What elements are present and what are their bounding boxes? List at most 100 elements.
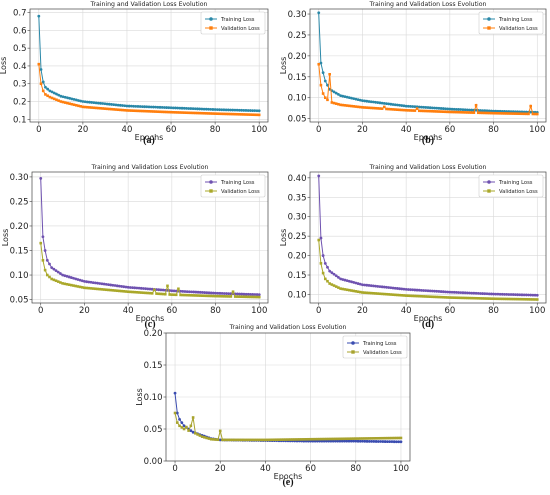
chart-d-series-1-point-27 xyxy=(376,292,380,295)
chart-d-series-0-point-31 xyxy=(385,285,388,289)
chart-d-series-0-point-0 xyxy=(317,174,321,178)
chart-a-series-0-point-49 xyxy=(145,105,149,109)
chart-e-series-1-point-97 xyxy=(392,436,396,440)
chart-b-series-1-point-53 xyxy=(433,110,436,113)
chart-e-series-1-point-60 xyxy=(309,437,312,441)
chart-d-series-1-point-79 xyxy=(490,297,493,300)
chart-a-series-1-point-72 xyxy=(196,111,199,115)
chart-b-series-1-point-57 xyxy=(441,110,445,114)
chart-b-series-0-point-9 xyxy=(337,92,340,96)
chart-c-series-1-point-23 xyxy=(89,287,93,290)
chart-a-series-1-point-61 xyxy=(171,110,175,114)
chart-e-series-1-point-89 xyxy=(374,437,378,440)
chart-b-series-1-point-74 xyxy=(479,111,482,115)
chart-b-series-0-point-16 xyxy=(352,97,356,101)
chart-e-series-1-point-55 xyxy=(297,438,301,441)
chart-c-xtick-label-0: 0 xyxy=(38,306,43,316)
chart-d-series-1-point-89 xyxy=(511,297,515,301)
chart-a-series-1-point-28 xyxy=(99,106,102,110)
chart-c-series-1-point-92 xyxy=(240,295,244,299)
chart-d-series-1-point-41 xyxy=(407,294,410,298)
chart-d-frame xyxy=(309,171,547,304)
chart-b-series-0-point-0 xyxy=(317,11,321,15)
chart-a-series-0-point-60 xyxy=(169,106,173,110)
chart-c-series-0-point-41 xyxy=(128,286,132,289)
chart-d-series-1-point-37 xyxy=(398,293,401,297)
chart-a-series-1-point-27 xyxy=(97,106,100,110)
chart-b-series-1-point-48 xyxy=(422,109,425,113)
chart-c-series-0-point-67 xyxy=(185,290,189,293)
chart-b-series-1-point-79 xyxy=(490,111,493,115)
chart-e-series-1-point-29 xyxy=(239,438,242,442)
chart-d-series-0-point-10 xyxy=(339,277,342,281)
chart-d-series-0-point-56 xyxy=(439,290,443,293)
chart-c-legend-label-0: Training Loss xyxy=(220,180,255,186)
chart-c-series-0-point-51 xyxy=(150,287,154,291)
chart-d-series-0-point-77 xyxy=(485,292,489,296)
chart-d-xtick-label-4: 80 xyxy=(488,306,499,316)
chart-a-caption: (a) xyxy=(143,135,155,146)
chart-b-series-1-point-22 xyxy=(365,106,369,109)
chart-a-series-1-point-63 xyxy=(176,111,179,114)
chart-d-ytick-label-2: 0.20 xyxy=(288,252,307,262)
chart-c-series-1-point-33 xyxy=(111,289,115,292)
chart-c-series-1-point-43 xyxy=(133,290,137,294)
chart-a-series-1-point-99 xyxy=(255,113,259,117)
chart-b-series-1-point-59 xyxy=(446,110,449,114)
chart-c-series-1-point-70 xyxy=(192,294,196,297)
chart-c-series-1-point-58 xyxy=(166,284,169,288)
chart-e-series-0-point-65 xyxy=(320,439,324,443)
chart-b-series-0-point-58 xyxy=(444,107,447,111)
chart-d-series-0-point-54 xyxy=(435,289,439,293)
chart-d-series-1-point-38 xyxy=(400,294,404,297)
chart-c-series-0-point-38 xyxy=(122,285,126,289)
chart-c-series-1-point-75 xyxy=(203,294,206,298)
chart-c-series-1-point-44 xyxy=(135,291,139,294)
chart-c-series-0-point-18 xyxy=(78,278,82,282)
chart-a-series-1-point-56 xyxy=(160,110,164,114)
chart-d-series-0-point-41 xyxy=(406,288,410,291)
chart-b-series-0-point-79 xyxy=(489,109,493,113)
chart-d-series-0-point-82 xyxy=(496,292,500,296)
chart-c-series-0-point-85 xyxy=(225,292,228,295)
chart-c-series-1-point-40 xyxy=(126,290,130,294)
chart-e-series-0-point-78 xyxy=(349,439,353,443)
chart-a-series-0-point-23 xyxy=(88,100,91,104)
chart-c-series-1-point-13 xyxy=(67,283,71,286)
chart-d-ytick-label-4: 0.30 xyxy=(288,213,307,223)
chart-b-series-0-point-42 xyxy=(409,104,412,108)
chart-e-series-1-point-68 xyxy=(327,437,330,441)
chart-d-series-1-point-14 xyxy=(348,288,351,292)
chart-b-series-1-point-19 xyxy=(358,105,362,109)
chart-a-ytick-label-2: 0.3 xyxy=(13,80,27,90)
chart-d-series-1-point-6 xyxy=(330,283,334,286)
chart-d-series-0-point-25 xyxy=(371,284,375,288)
chart-a-legend-label-1: Validation Loss xyxy=(221,26,260,32)
chart-c-series-1-point-91 xyxy=(238,295,241,298)
chart-b-series-1-point-89 xyxy=(511,112,515,115)
chart-c-series-1-point-56 xyxy=(161,292,165,296)
chart-b-series-0-point-80 xyxy=(492,109,495,113)
chart-a-ylabel: Loss xyxy=(0,57,8,75)
chart-d-series-0-point-40 xyxy=(404,287,408,291)
chart-d-series-0-point-45 xyxy=(415,288,419,292)
chart-b-series-0-point-8 xyxy=(334,91,338,95)
chart-e-series-0-point-97 xyxy=(392,440,396,444)
chart-c-series-1-point-18 xyxy=(78,285,82,289)
chart-c-series-1-point-93 xyxy=(242,295,246,299)
chart-a-series-0-point-42 xyxy=(129,104,133,108)
chart-e-series-1-point-15 xyxy=(207,437,211,440)
chart-e-svg: Training and Validation Loss Evolution 0 2… xyxy=(135,324,411,488)
chart-a-series-1-point-47 xyxy=(141,109,144,113)
chart-d-series-1-point-57 xyxy=(441,295,445,299)
chart-d-xtick-label-5: 100 xyxy=(529,306,545,316)
chart-d-series-1-point-12 xyxy=(343,288,347,291)
chart-c-series-1-point-83 xyxy=(220,294,224,298)
chart-b-ytick-label-4: 0.25 xyxy=(288,31,307,41)
chart-b-ytick-label-0: 0.05 xyxy=(288,115,307,125)
chart-c-series-0-point-93 xyxy=(242,292,246,296)
chart-a-series-1-point-71 xyxy=(193,111,197,115)
chart-d-series-1-point-85 xyxy=(503,297,506,301)
chart-e-series-1-point-51 xyxy=(288,438,292,441)
chart-b-series-0-point-75 xyxy=(481,109,485,112)
